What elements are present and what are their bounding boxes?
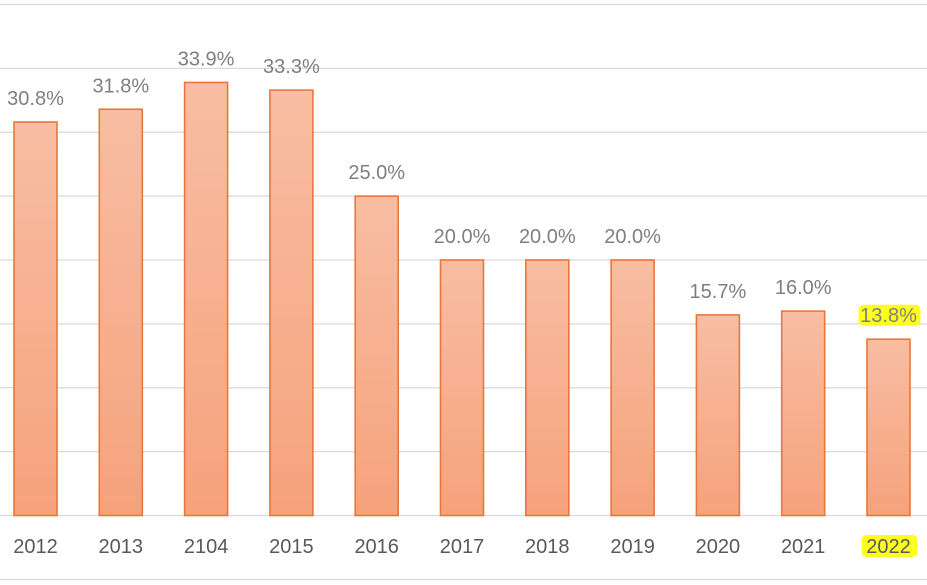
x-tick-label: 2019 bbox=[610, 536, 655, 558]
bar-2019 bbox=[610, 259, 655, 517]
highlights bbox=[858, 304, 921, 557]
data-label: 20.0% bbox=[434, 226, 491, 248]
data-label: 30.8% bbox=[7, 88, 64, 110]
x-tick-label: 2015 bbox=[269, 536, 314, 558]
bar-2013 bbox=[98, 108, 144, 517]
x-axis-tick-labels: 2012 2013 2104 2015 2016 2017 2018 2019 2020 2021… bbox=[13, 536, 911, 558]
data-label: 20.0% bbox=[604, 226, 661, 248]
bar-2020 bbox=[695, 314, 741, 517]
x-tick-label: 2017 bbox=[440, 536, 485, 558]
bar-2022 bbox=[866, 338, 911, 517]
x-tick-label: 2018 bbox=[525, 536, 570, 558]
data-labels: 30.8% 31.8% 33.9% 33.3% 25.0% 20.0% 20.0% 20.0%… bbox=[7, 48, 917, 327]
bar-2016 bbox=[354, 195, 400, 517]
data-label: 20.0% bbox=[519, 226, 576, 248]
x-tick-label: 2020 bbox=[696, 536, 741, 558]
x-tick-label: 2021 bbox=[781, 536, 826, 558]
bar-2021 bbox=[780, 310, 826, 517]
data-label: 15.7% bbox=[690, 281, 747, 303]
bar-2104 bbox=[183, 81, 229, 517]
data-label: 33.3% bbox=[263, 56, 320, 78]
highlight-marker-label bbox=[858, 304, 921, 326]
x-tick-label: 2012 bbox=[13, 536, 58, 558]
bar-2018 bbox=[524, 259, 570, 517]
data-label: 13.8% bbox=[860, 305, 917, 327]
highlight-marker-tick bbox=[861, 535, 918, 557]
bar-2015 bbox=[269, 89, 314, 517]
bars bbox=[13, 81, 911, 517]
data-label: 16.0% bbox=[775, 277, 832, 299]
x-tick-label: 2016 bbox=[354, 536, 399, 558]
x-tick-label: 2022 bbox=[866, 536, 911, 558]
data-label: 25.0% bbox=[348, 162, 405, 184]
x-tick-label: 2013 bbox=[99, 536, 144, 558]
bar-2017 bbox=[439, 259, 485, 517]
bar-2012 bbox=[13, 121, 58, 517]
data-label: 33.9% bbox=[178, 48, 235, 70]
data-label: 31.8% bbox=[92, 75, 149, 97]
x-tick-label: 2104 bbox=[184, 536, 229, 558]
